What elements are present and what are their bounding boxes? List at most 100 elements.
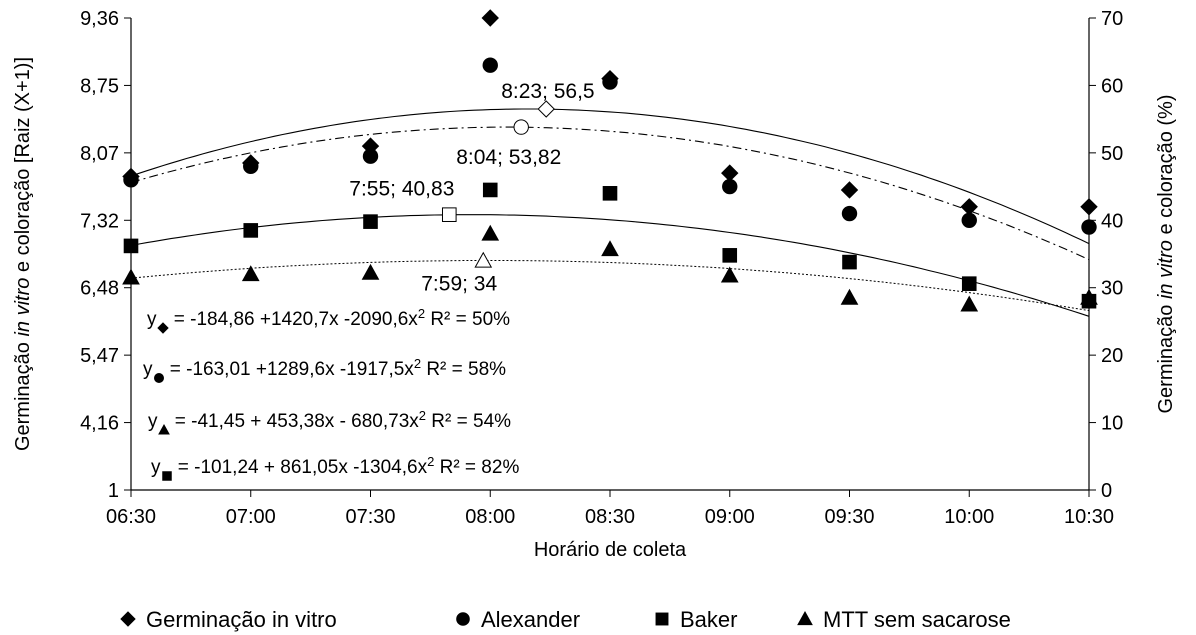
data-point bbox=[601, 240, 619, 257]
right-y-tick-label: 40 bbox=[1101, 210, 1123, 232]
equation-body: = -41,45 + 453,38x - 680,73x bbox=[170, 411, 420, 432]
x-tick-label: 07:00 bbox=[226, 506, 276, 528]
equation-marker bbox=[158, 423, 170, 435]
optimum-annotations: 8:23; 56,5 8:04; 53,827:55; 40,83 7:59; 34 bbox=[349, 80, 594, 296]
equation-y: y bbox=[151, 457, 161, 478]
x-tick-label: 10:00 bbox=[944, 506, 994, 528]
data-point bbox=[961, 276, 977, 291]
equation-text: y = -41,45 + 453,38x - 680,73x2 R² = 54% bbox=[148, 408, 511, 432]
left-y-tick-label: 4,16 bbox=[80, 413, 119, 435]
right-y-axis-label-part: in vitro bbox=[1155, 240, 1177, 299]
data-point bbox=[722, 248, 738, 263]
fit-curve bbox=[130, 260, 1090, 312]
data-point bbox=[722, 178, 738, 195]
equation-text: y = -163,01 +1289,6x -1917,5x2 R² = 58% bbox=[143, 356, 506, 380]
left-y-tick-label: 8,75 bbox=[80, 75, 119, 97]
legend-marker bbox=[120, 611, 136, 627]
x-tick-label: 09:00 bbox=[705, 506, 755, 528]
x-tick-label: 06:30 bbox=[106, 506, 156, 528]
left-y-axis-label-part: in vitro bbox=[12, 278, 34, 337]
data-point bbox=[602, 74, 618, 90]
equation-r2: R² = 54% bbox=[426, 411, 511, 432]
fit-curves bbox=[130, 108, 1090, 317]
fit-curve bbox=[130, 126, 1090, 261]
equation: y = -184,86 +1420,7x -2090,6x2 R² = 50% bbox=[147, 306, 510, 334]
optimum-label: 7:59; 34 bbox=[421, 273, 497, 296]
data-point bbox=[482, 182, 498, 198]
right-y-axis-label-part: e coloração (%) bbox=[1155, 94, 1177, 240]
equation-marker bbox=[154, 373, 164, 383]
x-tick-label: 07:30 bbox=[345, 506, 395, 528]
equation: y = -41,45 + 453,38x - 680,73x2 R² = 54% bbox=[148, 408, 511, 435]
legend-label: MTT sem sacarose bbox=[823, 607, 1011, 632]
data-point bbox=[362, 148, 379, 164]
equation-text: y = -184,86 +1420,7x -2090,6x2 R² = 50% bbox=[147, 306, 510, 330]
equation-y: y bbox=[148, 411, 158, 432]
left-y-axis-label: Germinação in vitro e coloração [Raiz (X… bbox=[12, 57, 34, 451]
left-y-tick-label: 7,32 bbox=[80, 210, 119, 232]
equation-r2: R² = 82% bbox=[434, 457, 519, 478]
legend-marker bbox=[655, 612, 669, 626]
data-point bbox=[602, 186, 618, 201]
right-y-tick-label: 70 bbox=[1101, 8, 1123, 30]
x-tick-label: 09:30 bbox=[824, 506, 874, 528]
equation-exponent: 2 bbox=[419, 408, 426, 423]
data-point bbox=[960, 295, 979, 312]
equation: y = -101,24 + 861,05x -1304,6x2 R² = 82% bbox=[151, 454, 519, 481]
fit-curve bbox=[130, 108, 1090, 245]
optimum-point bbox=[441, 207, 457, 222]
legend-label: Alexander bbox=[481, 607, 580, 632]
fit-curve bbox=[130, 214, 1090, 317]
legend-item: Germinação in vitro bbox=[120, 607, 337, 632]
equation-y: y bbox=[147, 309, 157, 330]
equation-exponent: 2 bbox=[418, 306, 425, 321]
optimum-label: 7:55; 40,83 bbox=[349, 178, 454, 201]
optimum-point bbox=[537, 100, 555, 118]
data-point bbox=[243, 158, 259, 175]
right-y-tick-label: 60 bbox=[1101, 75, 1123, 97]
legend-label: Germinação in vitro bbox=[146, 607, 337, 632]
right-y-tick-label: 30 bbox=[1101, 278, 1123, 300]
optimum-label: 8:23; 56,5 bbox=[501, 80, 594, 103]
legend-marker bbox=[797, 610, 813, 626]
data-point bbox=[720, 266, 739, 283]
data-point bbox=[122, 268, 140, 285]
x-tick-label: 08:30 bbox=[585, 506, 635, 528]
legend-item: Baker bbox=[655, 607, 737, 632]
equation-body: = -184,86 +1420,7x -2090,6x bbox=[169, 309, 419, 330]
legend-label: Baker bbox=[680, 607, 737, 632]
equation-r2: R² = 58% bbox=[421, 359, 506, 380]
data-point bbox=[961, 212, 977, 228]
optimum-point bbox=[474, 251, 493, 268]
regression-equations: y = -184,86 +1420,7x -2090,6x2 R² = 50%y… bbox=[143, 306, 519, 481]
equation-y: y bbox=[143, 359, 153, 380]
left-y-tick-label: 6,48 bbox=[80, 278, 119, 300]
left-y-tick-label: 8,07 bbox=[80, 143, 119, 165]
data-point bbox=[243, 223, 259, 238]
legend-item: Alexander bbox=[456, 607, 580, 632]
right-y-tick-label: 50 bbox=[1101, 143, 1123, 165]
equation-marker bbox=[162, 471, 172, 481]
data-point bbox=[123, 238, 139, 254]
data-point bbox=[481, 9, 499, 27]
axes: 1 04,16 105,47 206,48 307,32 408,07 508,75 609,… bbox=[12, 8, 1177, 561]
optimum-point bbox=[513, 119, 529, 135]
right-y-tick-label: 0 bbox=[1101, 480, 1112, 502]
legend-marker bbox=[456, 612, 470, 626]
left-y-tick-label: 9,36 bbox=[80, 8, 119, 30]
x-axis-label: Horário de coleta bbox=[534, 539, 687, 561]
data-point bbox=[481, 224, 500, 241]
left-y-axis-label-part: Germinação bbox=[12, 337, 34, 452]
right-y-tick-label: 20 bbox=[1101, 345, 1123, 367]
data-point bbox=[361, 263, 380, 280]
data-point bbox=[482, 57, 498, 73]
equation-text: y = -101,24 + 861,05x -1304,6x2 R² = 82% bbox=[151, 454, 519, 478]
data-point bbox=[840, 181, 859, 199]
left-y-axis-label-part: e coloração [Raiz (X+1)] bbox=[12, 57, 34, 278]
left-y-tick-label: 5,47 bbox=[80, 345, 119, 367]
equation-body: = -101,24 + 861,05x -1304,6x bbox=[173, 457, 428, 478]
equation: y = -163,01 +1289,6x -1917,5x2 R² = 58% bbox=[143, 356, 506, 383]
optimum-label: 8:04; 53,82 bbox=[456, 146, 561, 169]
x-tick-label: 10:30 bbox=[1064, 506, 1114, 528]
